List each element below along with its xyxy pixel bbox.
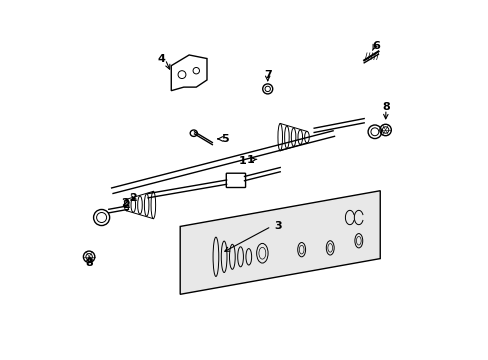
- Text: 1: 1: [246, 155, 256, 165]
- Text: 4: 4: [157, 54, 165, 64]
- Text: 1: 1: [238, 157, 246, 166]
- Text: 8: 8: [85, 258, 93, 268]
- Text: 2: 2: [121, 198, 128, 208]
- Text: 5: 5: [221, 134, 228, 144]
- Polygon shape: [180, 191, 380, 294]
- Text: 2: 2: [122, 200, 129, 210]
- Text: 8: 8: [382, 102, 390, 112]
- Text: 6: 6: [371, 41, 379, 51]
- Text: 3: 3: [274, 221, 282, 231]
- Text: 7: 7: [264, 69, 271, 80]
- Text: 2: 2: [129, 193, 137, 203]
